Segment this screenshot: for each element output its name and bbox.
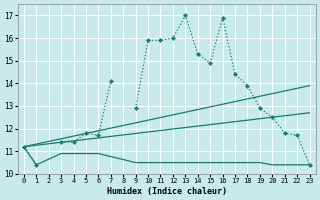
X-axis label: Humidex (Indice chaleur): Humidex (Indice chaleur) (107, 187, 227, 196)
